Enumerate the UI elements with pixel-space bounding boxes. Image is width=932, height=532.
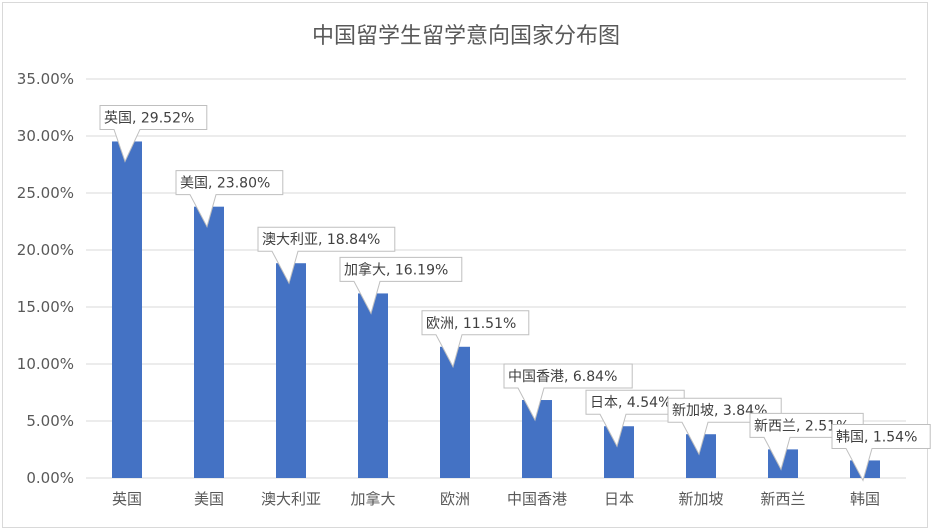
- bar: [112, 141, 142, 479]
- y-tick-label: 10.00%: [17, 355, 74, 373]
- data-label-callout: [831, 423, 931, 482]
- x-tick-label: 新西兰: [760, 490, 805, 508]
- chart-title: 中国留学生留学意向国家分布图: [311, 24, 620, 49]
- y-tick-label: 20.00%: [17, 241, 74, 259]
- bar: [440, 346, 470, 478]
- data-label: 日本, 4.54%: [590, 395, 671, 411]
- y-tick-label: 15.00%: [17, 298, 74, 316]
- data-label: 新西兰, 2.51%: [754, 418, 849, 434]
- y-tick-label: 30.00%: [17, 127, 74, 145]
- x-tick-label: 加拿大: [350, 490, 395, 508]
- x-tick-label: 新加坡: [678, 490, 723, 508]
- data-label-callout: [585, 389, 685, 448]
- data-label: 澳大利亚, 18.84%: [262, 232, 380, 248]
- bar: [194, 206, 224, 478]
- data-label: 加拿大, 16.19%: [344, 261, 448, 278]
- x-tick-label: 中国香港: [507, 490, 567, 508]
- x-tick-label: 美国: [194, 490, 224, 508]
- x-tick-label: 韩国: [850, 490, 880, 508]
- data-label: 美国, 23.80%: [180, 176, 270, 192]
- data-label-callout: [175, 170, 284, 229]
- x-tick-label: 日本: [604, 490, 634, 508]
- data-label-callout: [421, 310, 530, 369]
- y-tick-label: 35.00%: [17, 70, 74, 88]
- data-label-callout: [667, 397, 782, 456]
- bar: [276, 263, 306, 478]
- x-tick-label: 澳大利亚: [261, 490, 321, 508]
- data-label-callout: [99, 104, 208, 163]
- y-tick-label: 25.00%: [17, 184, 74, 202]
- x-tick-label: 欧洲: [440, 490, 470, 508]
- data-label-callout: [503, 363, 633, 422]
- data-label: 中国香港, 6.84%: [508, 369, 617, 385]
- data-label: 欧洲, 11.51%: [426, 316, 516, 332]
- data-label: 韩国, 1.54%: [836, 429, 917, 445]
- x-tick-label: 英国: [112, 490, 142, 508]
- data-label: 英国, 29.52%: [104, 109, 194, 126]
- data-label-callout: [257, 226, 396, 285]
- bar: [358, 293, 388, 478]
- data-label: 新加坡, 3.84%: [672, 403, 767, 419]
- data-label-callout: [339, 256, 463, 315]
- y-tick-label: 0.00%: [26, 469, 74, 487]
- y-tick-label: 5.00%: [26, 412, 74, 430]
